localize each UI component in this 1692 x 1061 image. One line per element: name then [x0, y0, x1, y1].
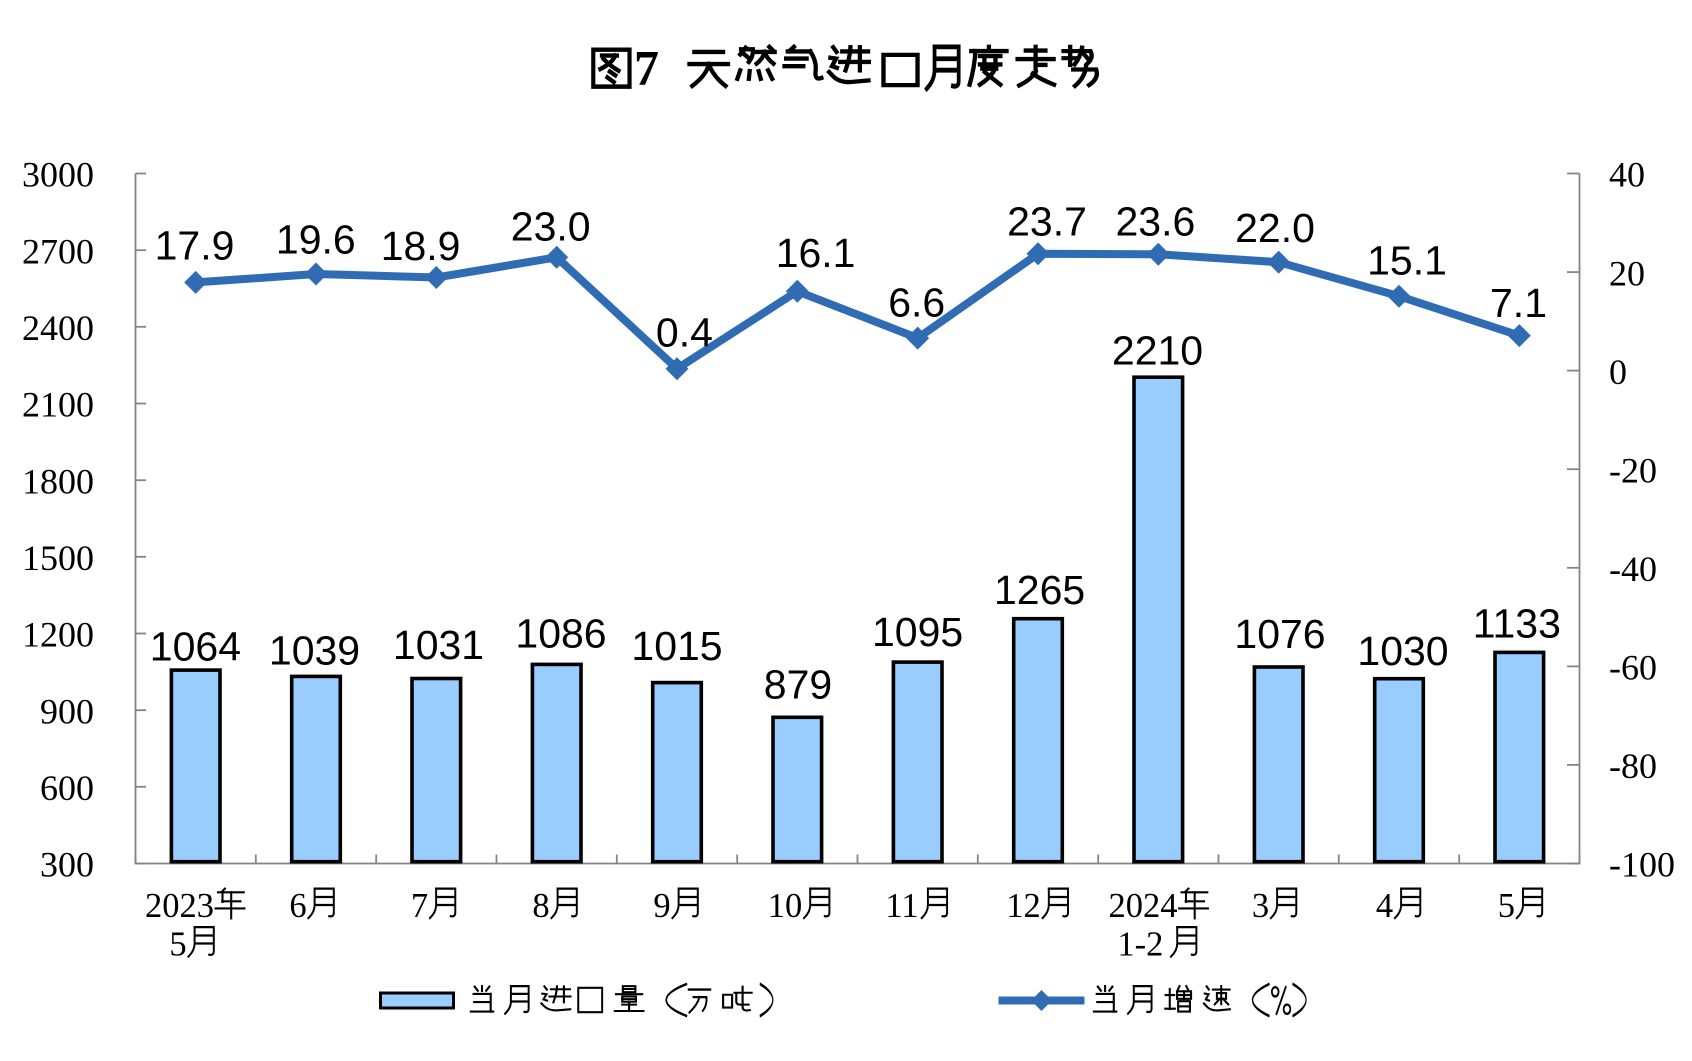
svg-text:12: 12 [1006, 887, 1040, 925]
svg-text:300: 300 [40, 845, 94, 885]
svg-text:2023: 2023 [145, 887, 214, 925]
svg-text:-40: -40 [1609, 549, 1657, 589]
svg-text:3: 3 [1252, 887, 1269, 925]
svg-text:0: 0 [1609, 352, 1627, 392]
svg-text:879: 879 [764, 662, 832, 708]
svg-text:2210: 2210 [1112, 327, 1203, 373]
svg-text:8: 8 [532, 887, 549, 925]
svg-text:-100: -100 [1609, 845, 1675, 885]
svg-text:22.0: 22.0 [1235, 205, 1315, 251]
svg-text:3000: 3000 [22, 155, 94, 195]
svg-text:10: 10 [768, 887, 803, 925]
svg-text:900: 900 [40, 691, 94, 731]
svg-text:1265: 1265 [994, 567, 1085, 613]
svg-text:16.1: 16.1 [776, 230, 856, 276]
svg-text:1133: 1133 [1473, 600, 1561, 646]
svg-text:6.6: 6.6 [888, 280, 945, 326]
svg-text:23.7: 23.7 [1007, 198, 1087, 244]
svg-text:1064: 1064 [150, 624, 241, 670]
svg-text:17.9: 17.9 [155, 223, 235, 269]
svg-text:1015: 1015 [631, 623, 722, 669]
svg-text:15.1: 15.1 [1367, 237, 1447, 283]
svg-text:1800: 1800 [22, 461, 94, 501]
svg-text:2400: 2400 [22, 308, 94, 348]
svg-text:2100: 2100 [22, 385, 94, 425]
svg-text:7: 7 [411, 887, 428, 925]
svg-text:7.1: 7.1 [1490, 280, 1547, 326]
svg-text:1039: 1039 [269, 628, 360, 674]
svg-text:11: 11 [885, 887, 918, 925]
svg-text:1076: 1076 [1234, 611, 1325, 657]
svg-text:2700: 2700 [22, 231, 94, 271]
svg-text:1030: 1030 [1357, 628, 1448, 674]
svg-text:1086: 1086 [515, 611, 606, 657]
svg-text:1200: 1200 [22, 615, 94, 655]
svg-text:23.6: 23.6 [1115, 198, 1195, 244]
svg-text:1031: 1031 [393, 622, 484, 668]
svg-text:19.6: 19.6 [276, 217, 356, 263]
svg-text:1-2: 1-2 [1117, 926, 1163, 964]
svg-text:1500: 1500 [22, 538, 94, 578]
svg-text:-20: -20 [1609, 450, 1657, 490]
svg-text:1095: 1095 [872, 609, 963, 655]
svg-text:5: 5 [1498, 887, 1515, 925]
svg-text:7: 7 [634, 40, 659, 96]
svg-text:2024: 2024 [1109, 887, 1178, 925]
svg-text:-80: -80 [1609, 746, 1657, 786]
svg-text:18.9: 18.9 [381, 223, 461, 269]
svg-text:6: 6 [289, 887, 306, 925]
svg-text:40: 40 [1609, 155, 1645, 195]
svg-text:9: 9 [653, 887, 670, 925]
svg-text:5: 5 [169, 926, 186, 964]
svg-text:20: 20 [1609, 253, 1645, 293]
svg-text:-60: -60 [1609, 648, 1657, 688]
svg-text:0.4: 0.4 [656, 310, 713, 356]
svg-text:23.0: 23.0 [511, 203, 591, 249]
svg-text:600: 600 [40, 768, 94, 808]
svg-text:4: 4 [1376, 887, 1393, 925]
